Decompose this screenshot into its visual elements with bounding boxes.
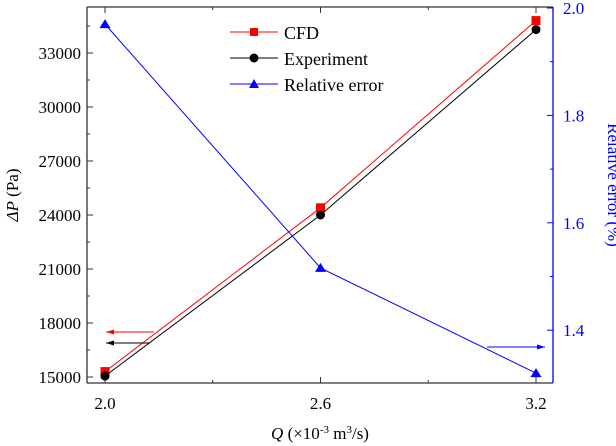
y-left-tick-label: 27000: [39, 152, 82, 171]
legend-label-cfd: CFD: [284, 23, 319, 43]
x-tick-label: 3.2: [525, 394, 546, 413]
y-right-tick-label: 1.4: [563, 321, 585, 340]
y-right-tick-label: 2.0: [563, 0, 584, 18]
y-left-tick-label: 15000: [39, 368, 82, 387]
y-left-tick-label: 33000: [39, 44, 82, 63]
data-point-relative-error: [530, 368, 542, 378]
series-line-cfd: [104, 20, 537, 372]
legend-label-relative-error: Relative error: [284, 75, 383, 95]
data-point-relative-error: [99, 19, 111, 29]
x-axis-label: Q (×10-3 m3/s): [271, 424, 369, 443]
data-point-relative-error: [315, 262, 326, 272]
y-left-tick-label: 24000: [39, 206, 82, 225]
data-point-experiment: [100, 371, 110, 381]
x-tick-label: 2.0: [94, 394, 115, 413]
legend-marker-relative-error: [249, 79, 259, 88]
y-left-tick-label: 30000: [39, 98, 82, 117]
legend-marker-cfd: [250, 28, 258, 36]
legend: CFD Experiment Relative error: [230, 23, 383, 95]
legend-label-experiment: Experiment: [284, 49, 368, 69]
data-point-cfd: [316, 203, 325, 213]
y-axis-right-label: Relative error (%): [604, 123, 616, 247]
y-right-tick-label: 1.8: [563, 106, 584, 125]
y-left-tick-label: 18000: [39, 314, 82, 333]
y-axis-left-label: ΔP (Pa): [3, 169, 22, 223]
data-point-experiment: [316, 210, 325, 220]
relative-error-axis-arrow-head: [537, 344, 545, 350]
data-point-cfd: [531, 16, 541, 26]
y-right-tick-label: 1.6: [563, 214, 584, 233]
experiment-axis-arrow-head: [106, 340, 114, 346]
data-point-experiment: [531, 25, 541, 35]
legend-marker-experiment: [249, 53, 259, 63]
cfd-axis-arrow-head: [106, 329, 114, 335]
y-left-tick-label: 21000: [39, 260, 82, 279]
x-tick-label: 2.6: [310, 394, 331, 413]
